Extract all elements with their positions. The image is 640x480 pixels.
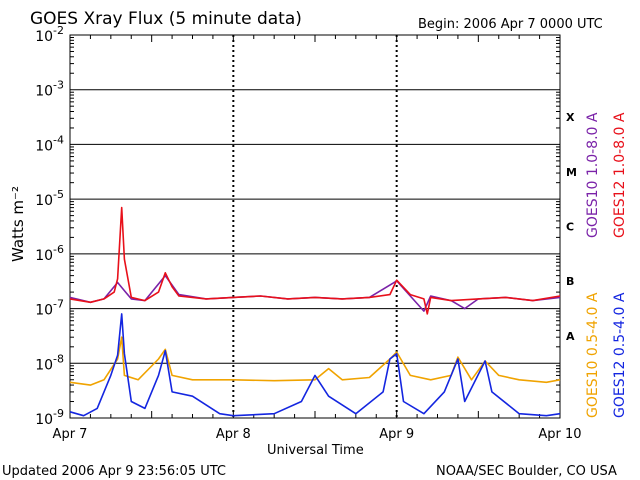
y-axis-label: Watts m⁻² <box>9 186 27 262</box>
day-divider-lines <box>232 35 398 418</box>
x-axis-label: Universal Time <box>267 443 364 458</box>
legend-goes12-short: GOES12 0.5-4.0 A <box>612 292 628 418</box>
grid-lines <box>70 89 560 364</box>
flare-class-label: X <box>566 111 575 124</box>
legend-goes12-long: GOES12 1.0-8.0 A <box>612 112 628 238</box>
y-tick-label: 10-6 <box>35 243 64 264</box>
x-tick-label: Apr 10 <box>538 427 581 442</box>
legend-goes10-short: GOES10 0.5-4.0 A <box>585 292 601 418</box>
y-tick-label: 10-7 <box>35 298 64 319</box>
credit-label: NOAA/SEC Boulder, CO USA <box>436 464 617 479</box>
x-tick-label: Apr 9 <box>379 427 414 442</box>
x-tick-label: Apr 7 <box>53 427 88 442</box>
y-tick-label: 10-9 <box>35 407 64 428</box>
legend: GOES10 1.0-8.0 A GOES12 1.0-8.0 A GOES10… <box>585 112 628 418</box>
updated-label: Updated 2006 Apr 9 23:56:05 UTC <box>2 464 226 479</box>
flare-class-labels: A B C M X <box>566 111 577 343</box>
y-tick-label: 10-5 <box>35 188 64 209</box>
flare-class-label: B <box>566 275 574 288</box>
flare-class-label: A <box>566 330 575 343</box>
x-axis-ticks: Apr 7 Apr 8 Apr 9 Apr 10 <box>53 35 582 442</box>
series-lines <box>69 206 561 417</box>
series-line-goes12_short <box>69 313 561 417</box>
legend-goes10-long: GOES10 1.0-8.0 A <box>585 112 601 238</box>
flare-class-label: M <box>566 166 577 179</box>
begin-label: Begin: 2006 Apr 7 0000 UTC <box>418 17 603 32</box>
y-tick-label: 10-3 <box>35 79 64 100</box>
y-tick-label: 10-8 <box>35 352 64 373</box>
y-tick-label: 10-4 <box>35 133 64 154</box>
flare-class-label: C <box>566 221 574 234</box>
x-tick-label: Apr 8 <box>216 427 251 442</box>
series-line-goes12_long <box>69 206 561 315</box>
series-line-goes10_short <box>69 336 561 386</box>
series-line-goes10_long <box>69 274 561 312</box>
plot-area <box>69 34 561 419</box>
chart-title: GOES Xray Flux (5 minute data) <box>30 9 302 29</box>
y-tick-label: 10-2 <box>35 24 64 45</box>
y-axis-ticks: 10-9 10-8 10-7 10-6 10-5 10-4 10-3 10-2 <box>35 24 560 428</box>
